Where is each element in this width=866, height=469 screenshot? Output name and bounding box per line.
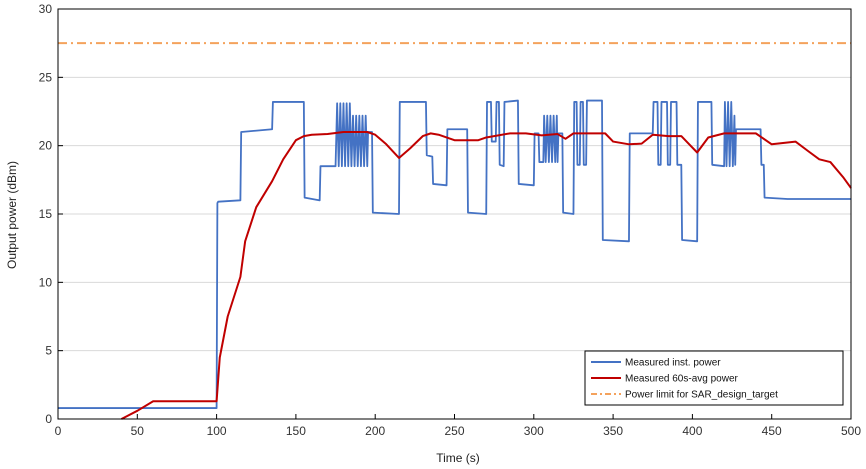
- x-tick-label-7: 350: [603, 424, 623, 438]
- x-tick-label-1: 50: [131, 424, 145, 438]
- axes: [57, 8, 852, 420]
- y-tick-label-1: 5: [45, 344, 52, 358]
- legend-label-2: Power limit for SAR_design_target: [625, 390, 778, 401]
- series-layer: [58, 42, 852, 420]
- y-tick-label-5: 25: [39, 70, 53, 84]
- x-tick-label-6: 300: [524, 424, 544, 438]
- tick-labels: 0 50 100 150 200 250 300 350 400 450 500 0 5 10 15 20 25…: [39, 2, 862, 438]
- y-tick-label-3: 15: [39, 207, 53, 221]
- legend-box: [584, 350, 844, 406]
- legend-label-1: Measured 60s-avg power: [625, 374, 739, 385]
- x-tick-label-3: 150: [286, 424, 306, 438]
- x-tick-label-5: 250: [444, 424, 464, 438]
- x-tick-label-2: 100: [207, 424, 227, 438]
- x-axis-title: Time (s): [436, 451, 480, 465]
- y-tick-label-4: 20: [39, 139, 53, 153]
- x-tick-label-8: 400: [682, 424, 702, 438]
- gridlines: [58, 8, 851, 352]
- y-tick-label-2: 10: [39, 275, 53, 289]
- x-tick-label-0: 0: [55, 424, 62, 438]
- x-tick-label-4: 200: [365, 424, 385, 438]
- legend: Measured inst. power Measured 60s-avg pow…: [584, 350, 844, 406]
- y-axis-title: Output power (dBm): [5, 161, 19, 269]
- x-tick-label-10: 500: [841, 424, 861, 438]
- y-tick-label-0: 0: [45, 412, 52, 426]
- legend-label-0: Measured inst. power: [625, 358, 721, 369]
- x-tick-label-9: 450: [762, 424, 782, 438]
- y-tick-label-6: 30: [39, 2, 53, 16]
- series-line-0: [58, 99, 851, 409]
- series-line-1: [120, 131, 852, 420]
